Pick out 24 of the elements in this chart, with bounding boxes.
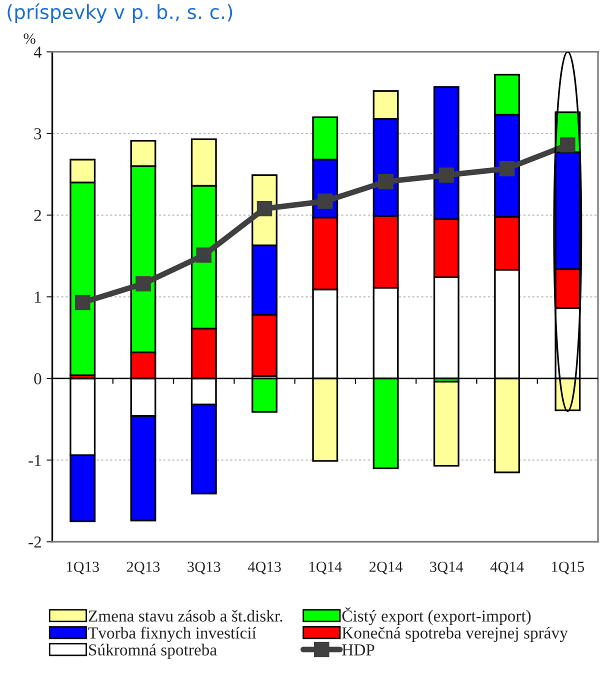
y-tick-label: 1: [35, 292, 41, 303]
legend-label: Konečná spotreba verejnej správy: [342, 626, 568, 642]
chart-title: (príspevky v p. b., s. c.): [8, 3, 232, 23]
x-tick-label: 4Q13: [248, 562, 281, 574]
x-tick-label: 1Q15: [552, 562, 584, 574]
y-tick-label: 3: [34, 128, 42, 140]
y-tick-label: 0: [34, 373, 42, 384]
legend-label: Zmena stavu zásob a št.diskr.: [88, 610, 282, 622]
y-tick-label: 4: [34, 46, 42, 58]
x-tick-label: 1Q14: [310, 562, 342, 574]
x-tick-label: 4Q14: [490, 562, 524, 574]
y-tick-label: 2: [34, 210, 41, 221]
legend-label: Čistý export (export-import): [342, 607, 531, 626]
x-tick-label: 1Q13: [66, 562, 99, 574]
x-tick-label: 3Q14: [430, 562, 464, 574]
legend-label: Súkromná spotreba: [89, 644, 217, 659]
legend-label: Tvorba fixnych investícií: [88, 626, 256, 642]
y-tick-label: -2: [28, 536, 41, 548]
y-axis-title: %: [24, 34, 36, 44]
y-tick-label: -1: [28, 454, 41, 466]
x-tick-label: 2Q13: [126, 562, 160, 574]
x-tick-label: 3Q13: [188, 562, 220, 574]
x-tick-label: 2Q14: [369, 562, 403, 574]
legend-label: HDP: [342, 644, 374, 656]
